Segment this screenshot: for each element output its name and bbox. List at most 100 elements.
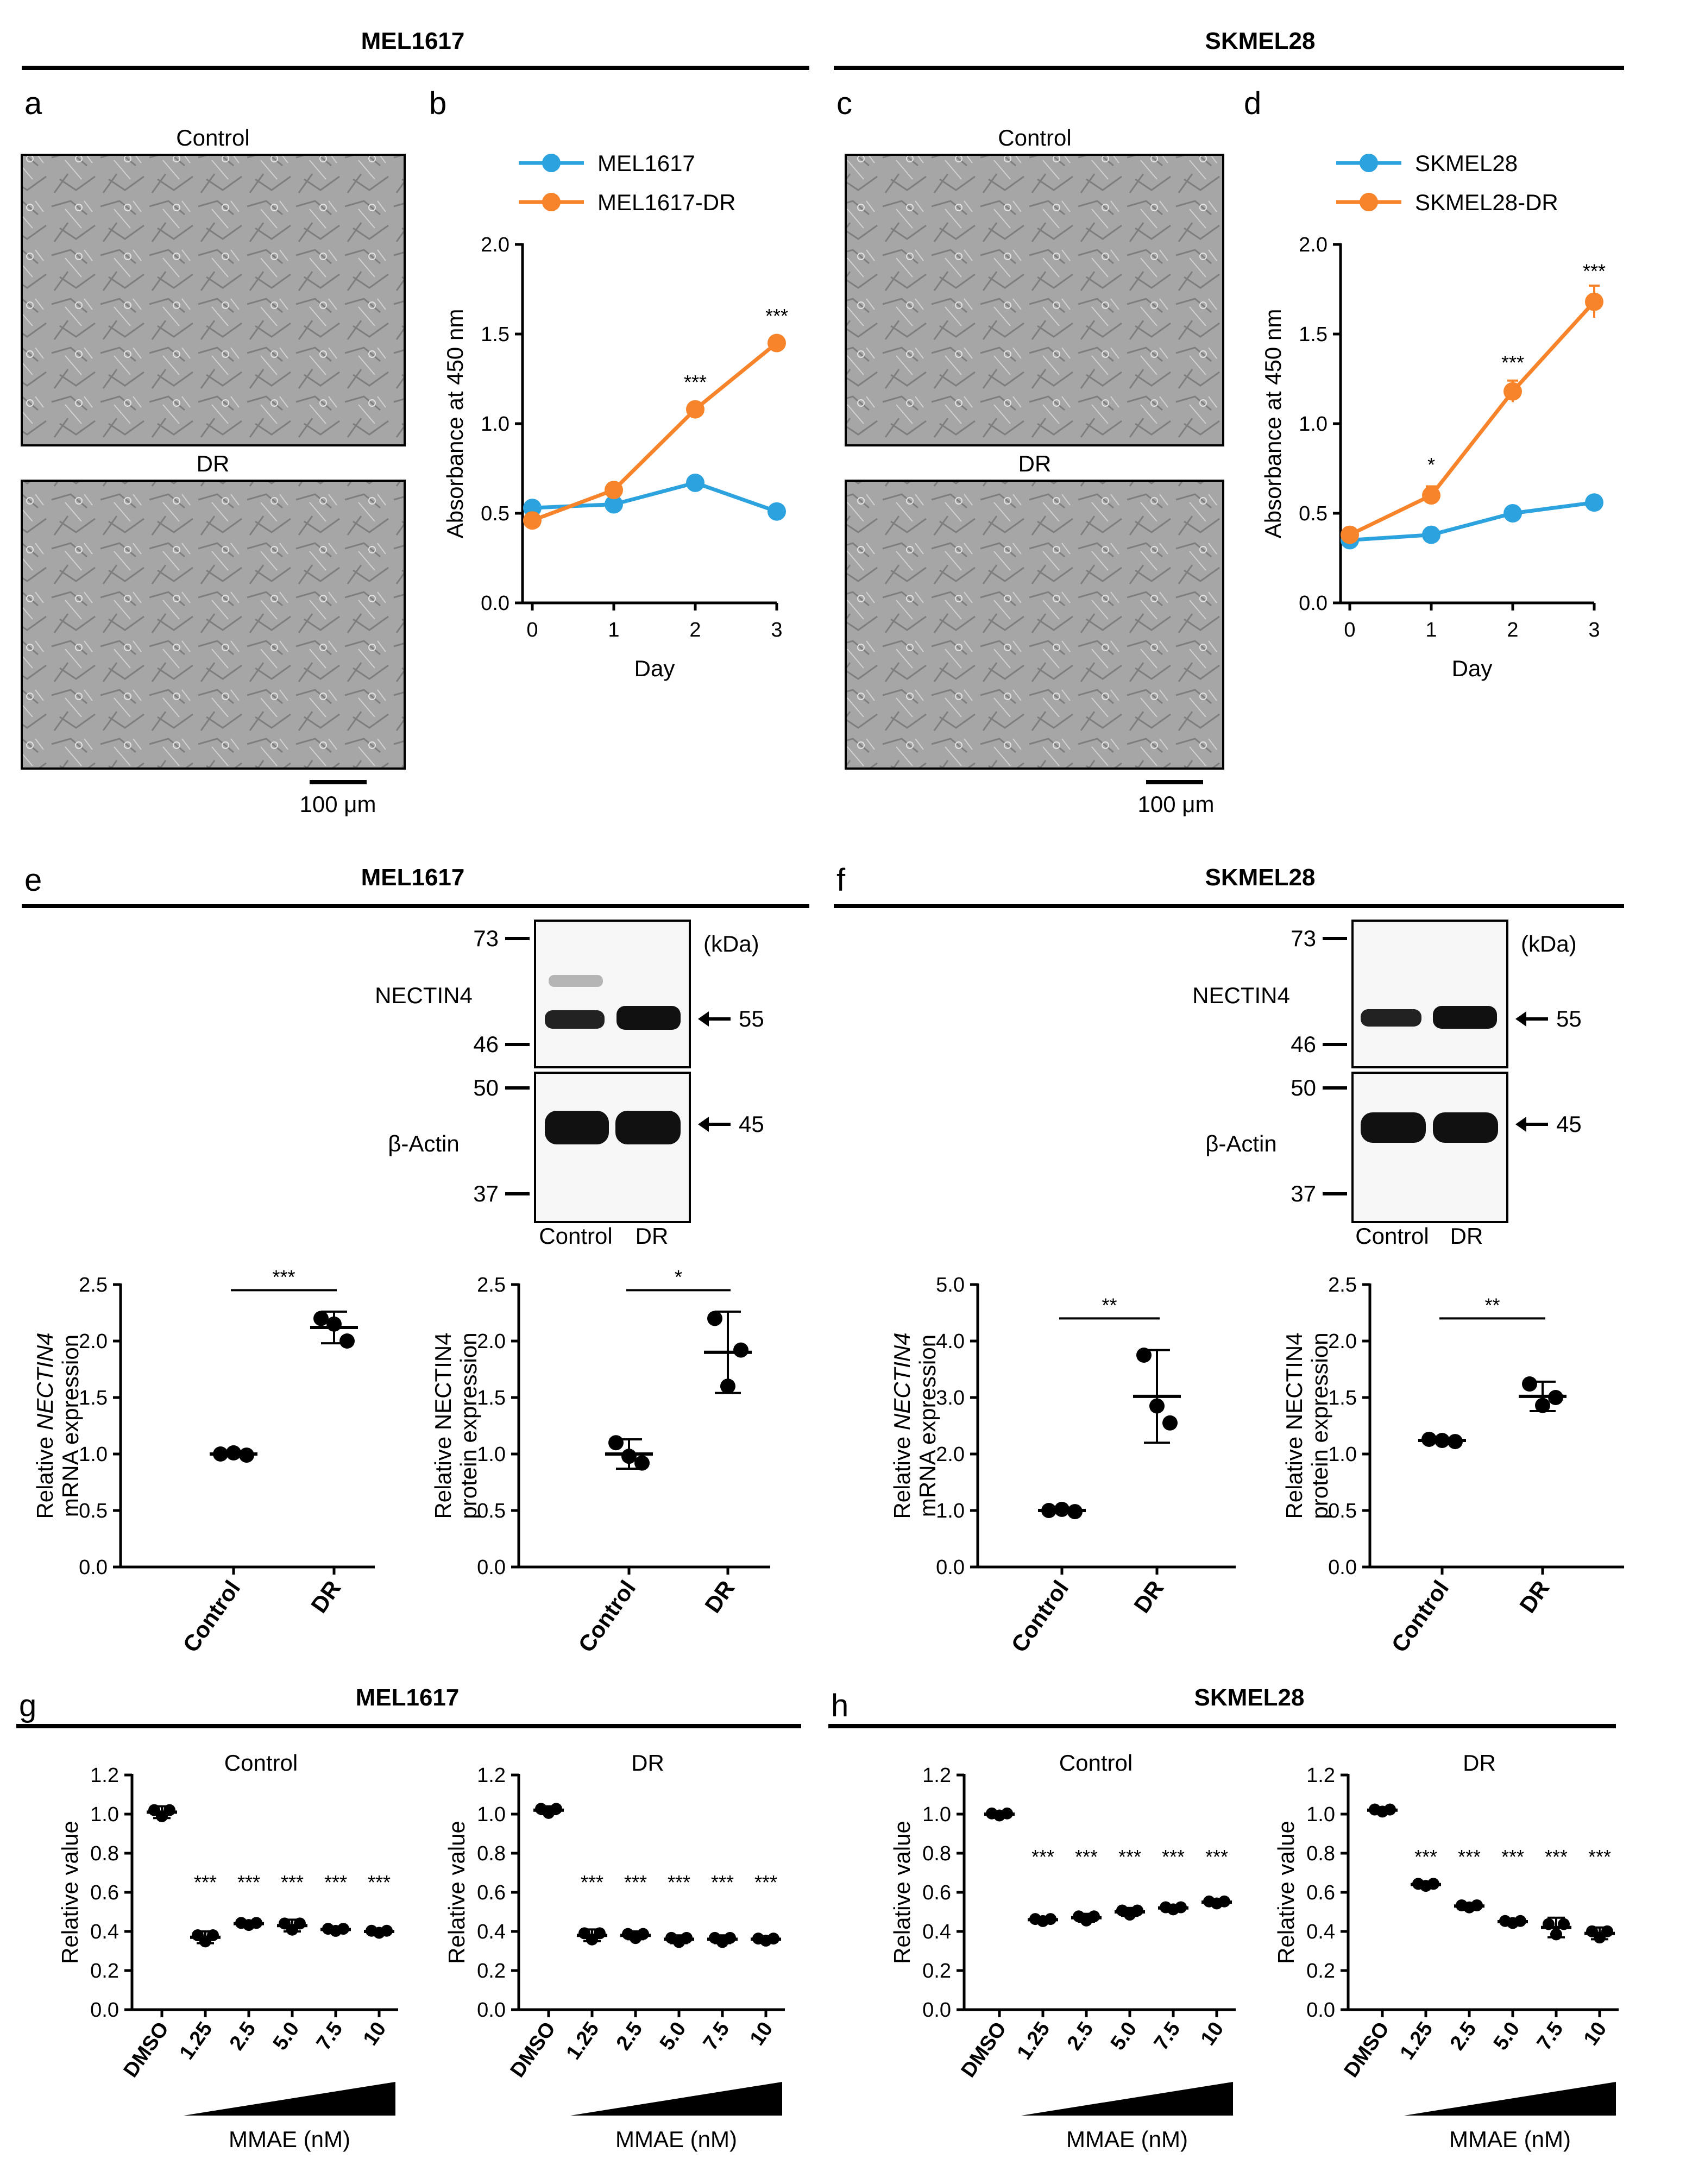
y-tick-label: 0.5 [1299,502,1328,525]
x-tick-label: 5.0 [656,2018,691,2054]
y-tick-label: 0.0 [936,1556,965,1579]
data-point [673,1936,685,1948]
significance-label: *** [1458,1846,1481,1868]
blot-band [545,1010,605,1029]
band-size-label: 55 [1556,1006,1582,1031]
legend-marker [1360,154,1378,172]
y-tick-label: 1.2 [477,1764,506,1787]
y-tick-label: 0.6 [922,1881,951,1904]
data-point [286,1923,298,1936]
band-size-label: 45 [1556,1111,1582,1137]
kda-unit: (kDa) [703,931,759,956]
x-axis-label: Day [634,656,675,681]
data-point [1558,1918,1570,1930]
x-tick-label: 5.0 [1489,2018,1525,2054]
data-point [1376,1805,1388,1818]
y-tick-label: 1.5 [477,1387,506,1409]
data-point [373,1927,385,1939]
y-tick-label: 2.5 [1328,1274,1357,1296]
significance-label: *** [1162,1846,1185,1868]
label-part: Relative [889,1430,915,1519]
y-axis-label-line-1: Relative NECTIN4 [32,1332,58,1519]
y-tick-label: 0.2 [90,1960,119,1982]
significance-label: *** [711,1871,734,1893]
data-point [621,1449,637,1464]
data-point [1535,1398,1550,1413]
data-point [1463,1901,1475,1914]
data-point [1211,1897,1223,1910]
ladder-label: 37 [473,1181,499,1206]
data-point [1435,1433,1450,1449]
significance-label: *** [1588,1846,1611,1868]
y-tick-label: 0.4 [922,1921,951,1943]
x-tick-label: 3 [771,619,782,641]
data-point [1594,1931,1606,1944]
micrograph-image [845,480,1224,770]
data-point [1503,504,1522,523]
significance-label: *** [624,1871,647,1893]
y-tick-label: 0.0 [1328,1556,1357,1579]
band-size-label: 45 [739,1111,764,1137]
data-point [1448,1434,1463,1450]
kda-unit: (kDa) [1521,931,1577,956]
x-axis-label: MMAE (nM) [1066,2126,1188,2152]
y-tick-label: 0.2 [477,1960,506,1982]
y-tick-label: 0.5 [1328,1500,1357,1522]
x-tick-label: 7.5 [699,2018,734,2054]
micrograph-image [21,480,406,770]
data-point [586,1933,598,1946]
chart-g-dr: 0.0 0.2 0.4 0.6 0.8 1.0 1.2 DR Relative value DMS… [444,1750,785,2152]
x-axis-label: MMAE (nM) [229,2126,350,2152]
data-point [1585,292,1603,311]
y-tick-label: 0.8 [1306,1842,1335,1865]
y-axis-label-line-2: mRNA expression [915,1335,940,1517]
series-line [1349,300,1596,537]
data-point [767,502,786,521]
x-tick-label: 2.5 [225,2018,261,2054]
significance-label: *** [1501,1846,1524,1868]
y-tick-label: 0.5 [481,502,509,525]
y-tick-label: 0.0 [1299,592,1328,615]
label-part-italic: NECTIN4 [32,1332,58,1430]
band-label: β-Actin [1205,1131,1277,1156]
header-skmel28: SKMEL28 [1194,1684,1305,1711]
x-tick-label: 1.25 [562,2018,604,2064]
data-point [523,511,542,530]
y-tick-label: 1.2 [90,1764,119,1787]
legend-marker [542,154,561,172]
data-point [605,481,623,500]
data-point [1422,486,1440,505]
y-axis-label: Relative value [1273,1821,1299,1964]
dose-wedge [570,2082,782,2116]
micrograph-label: DR [1018,451,1052,476]
data-point [1136,1348,1152,1363]
data-point [1162,1415,1178,1431]
y-tick-label: 0.6 [90,1881,119,1904]
data-point [239,1447,254,1463]
data-point [1585,493,1603,512]
y-tick-label: 0.0 [922,1999,951,2022]
blot-band [1361,1009,1421,1027]
significance-label: *** [194,1871,217,1893]
lane-label: Control [539,1223,612,1249]
x-tick-label: DMSO [1340,2018,1394,2081]
data-point [339,1333,355,1349]
data-point [767,333,786,353]
x-tick-label: 10 [746,2018,778,2050]
band-label: β-Actin [388,1131,460,1156]
data-point [993,1809,1005,1822]
dose-wedge [1404,2082,1616,2116]
ladder-label: 50 [1291,1075,1316,1100]
data-point [243,1919,255,1931]
x-tick-label: DR [306,1576,345,1617]
x-tick-label: DR [700,1576,739,1617]
x-tick-label: Control [1386,1576,1454,1657]
chart-e-mrna: 0.0 0.5 1.0 1.5 2.0 2.5 Control DR *** Relative N… [32,1266,375,1657]
blot-membrane [534,920,691,1068]
x-tick-label: Control [573,1576,640,1657]
data-point [707,1311,722,1326]
data-point [733,1342,748,1358]
significance-label: *** [1414,1846,1437,1868]
data-point [1420,1880,1432,1892]
